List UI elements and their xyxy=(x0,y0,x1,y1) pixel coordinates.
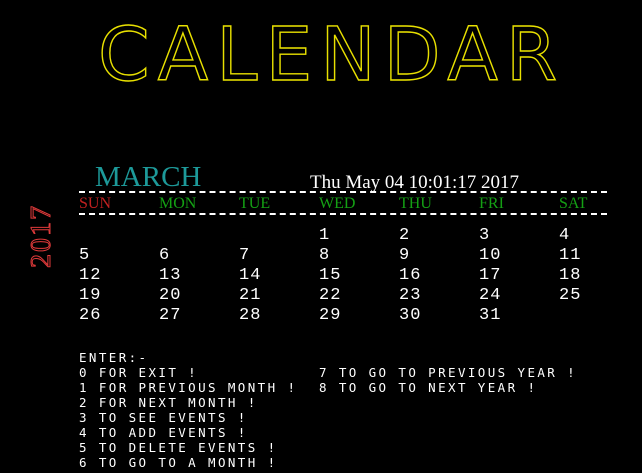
menu-option: 2 FOR NEXT MONTH ! xyxy=(79,395,258,410)
day-cell: 14 xyxy=(239,266,262,285)
day-cell: 27 xyxy=(159,306,182,325)
day-cell: 2 xyxy=(399,226,411,245)
menu-header: ENTER:- xyxy=(79,350,149,365)
weekday-fri: FRI xyxy=(479,195,504,212)
day-cell: 16 xyxy=(399,266,422,285)
day-cell: 5 xyxy=(79,246,91,265)
weekday-sun: SUN xyxy=(79,195,112,212)
day-cell: 13 xyxy=(159,266,182,285)
year-label: 2017 xyxy=(26,204,58,269)
menu-option: 0 FOR EXIT ! xyxy=(79,365,199,380)
weekday-tue: TUE xyxy=(239,195,271,212)
day-cell: 15 xyxy=(319,266,342,285)
app-title-text: CALENDAR xyxy=(98,12,565,98)
day-cell: 18 xyxy=(559,266,582,285)
weekday-wed: WED xyxy=(319,195,356,212)
day-cell: 8 xyxy=(319,246,331,265)
menu-option: 7 TO GO TO PREVIOUS YEAR ! xyxy=(319,365,578,380)
day-cell: 20 xyxy=(159,286,182,305)
day-cell: 4 xyxy=(559,226,571,245)
day-cell: 22 xyxy=(319,286,342,305)
day-cell: 23 xyxy=(399,286,422,305)
day-cell: 6 xyxy=(159,246,171,265)
day-cell: 30 xyxy=(399,306,422,325)
day-cell: 17 xyxy=(479,266,502,285)
day-cell: 9 xyxy=(399,246,411,265)
day-cell: 10 xyxy=(479,246,502,265)
day-cell: 11 xyxy=(559,246,582,265)
day-cell: 1 xyxy=(319,226,331,245)
day-cell: 3 xyxy=(479,226,491,245)
menu-option: 5 TO DELETE EVENTS ! xyxy=(79,440,278,455)
day-cell: 31 xyxy=(479,306,502,325)
menu-option: 4 TO ADD EVENTS ! xyxy=(79,425,248,440)
day-cell: 12 xyxy=(79,266,102,285)
day-cell: 28 xyxy=(239,306,262,325)
day-cell: 26 xyxy=(79,306,102,325)
menu-option: 8 TO GO TO NEXT YEAR ! xyxy=(319,380,538,395)
header-separator-top xyxy=(79,191,607,193)
day-cell: 21 xyxy=(239,286,262,305)
weekday-mon: MON xyxy=(159,195,197,212)
weekday-sat: SAT xyxy=(559,195,588,212)
day-cell: 7 xyxy=(239,246,251,265)
month-label: MARCH xyxy=(95,161,202,193)
app-title: CALENDAR xyxy=(97,11,565,98)
menu-option: 1 FOR PREVIOUS MONTH ! xyxy=(79,380,298,395)
day-cell: 19 xyxy=(79,286,102,305)
menu-option: 6 TO GO TO A MONTH ! xyxy=(79,455,278,470)
year-text: 2017 xyxy=(26,204,57,268)
day-cell: 29 xyxy=(319,306,342,325)
weekday-thu: THU xyxy=(399,195,432,212)
current-datetime: Thu May 04 10:01:17 2017 xyxy=(310,172,519,193)
day-cell: 25 xyxy=(559,286,582,305)
header-separator-bottom xyxy=(79,213,607,215)
day-cell: 24 xyxy=(479,286,502,305)
menu-option: 3 TO SEE EVENTS ! xyxy=(79,410,248,425)
